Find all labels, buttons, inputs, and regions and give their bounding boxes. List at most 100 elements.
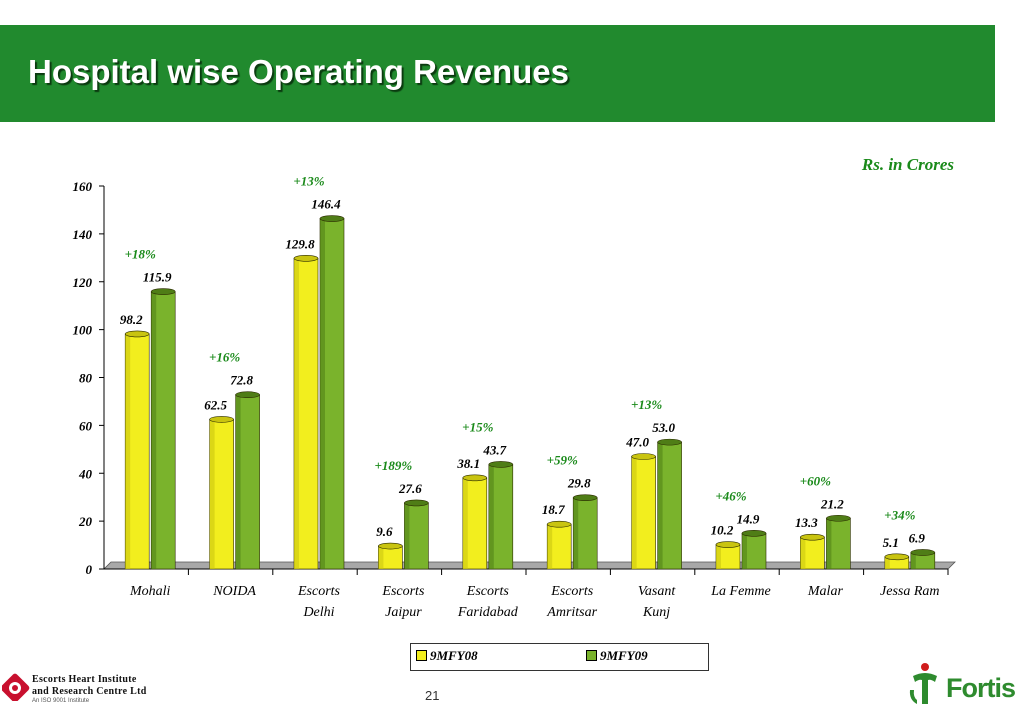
bar-9mfy08-top xyxy=(800,533,825,541)
y-tick-label: 140 xyxy=(73,227,93,242)
bar-9mfy09-shade xyxy=(151,291,157,569)
x-category-label: Escorts xyxy=(550,584,594,599)
bar-9mfy09-shade xyxy=(404,502,410,569)
data-label-9mfy09: 6.9 xyxy=(909,530,926,545)
y-tick-label: 20 xyxy=(78,514,93,529)
x-category-label: Kunj xyxy=(642,605,670,620)
legend-label-series-2: 9MFY09 xyxy=(600,648,648,663)
bar-9mfy09-shade xyxy=(320,218,325,569)
x-category-label: Escorts xyxy=(466,584,510,599)
data-label-9mfy09: 115.9 xyxy=(143,270,172,285)
bar-9mfy08-top xyxy=(462,474,488,482)
x-category-label: Escorts xyxy=(297,584,341,599)
fortis-logo: Fortis xyxy=(905,660,1023,708)
growth-label: +16% xyxy=(209,350,240,365)
growth-label: +60% xyxy=(800,473,831,488)
bar-9mfy08-shade xyxy=(125,333,131,569)
x-category-label: Amritsar xyxy=(546,605,597,620)
escorts-logo: Escorts Heart Institute and Research Cen… xyxy=(2,671,172,708)
x-category-label: NOIDA xyxy=(212,584,256,599)
bar-9mfy08-shade xyxy=(462,477,468,569)
bar-9mfy08-top xyxy=(546,520,572,528)
escorts-logo-line-3: An ISO 9001 Institute xyxy=(32,698,90,704)
growth-label: +18% xyxy=(125,247,156,262)
bar-9mfy08-shade xyxy=(884,556,890,569)
y-tick-label: 40 xyxy=(78,466,93,481)
bar-9mfy08-shade xyxy=(716,544,721,569)
escorts-logo-line-2: and Research Centre Ltd xyxy=(32,686,147,697)
bar-9mfy09-shade xyxy=(657,442,663,569)
fortis-figure-icon xyxy=(909,663,937,704)
y-tick-label: 80 xyxy=(79,371,93,386)
y-tick-label: 120 xyxy=(73,275,93,290)
bar-9mfy08-shade xyxy=(547,524,553,569)
data-label-9mfy08: 18.7 xyxy=(542,502,565,517)
heart-logo-icon xyxy=(2,673,30,701)
y-tick-label: 0 xyxy=(86,562,93,577)
bar-9mfy08-top xyxy=(884,553,910,561)
page-number: 21 xyxy=(425,688,440,703)
bar-9mfy09-shade xyxy=(826,518,832,569)
growth-label: +34% xyxy=(884,507,915,522)
bar-9mfy09-shade xyxy=(235,394,241,569)
growth-label: +59% xyxy=(547,453,578,468)
bar-9mfy09-top xyxy=(235,391,260,399)
legend-label-series-1: 9MFY08 xyxy=(430,648,478,663)
data-label-9mfy09: 27.6 xyxy=(398,481,422,496)
title-bar xyxy=(0,25,995,122)
bar-9mfy08-top xyxy=(209,416,234,423)
y-tick-label: 100 xyxy=(73,323,93,338)
escorts-logo-line-1: Escorts Heart Institute xyxy=(32,674,137,685)
growth-label: +189% xyxy=(375,458,413,473)
x-category-label: Jaipur xyxy=(385,605,422,620)
legend-item-series-2: 9MFY09 xyxy=(586,648,648,664)
data-label-9mfy08: 13.3 xyxy=(795,515,818,530)
bar-9mfy09-top xyxy=(741,530,767,537)
bar-9mfy08-top xyxy=(124,330,150,338)
bar-9mfy08-shade xyxy=(378,546,384,569)
y-tick-label: 60 xyxy=(79,418,93,433)
bar-9mfy09-top xyxy=(319,215,345,222)
y-tick-label: 160 xyxy=(73,179,93,194)
x-category-label: La Femme xyxy=(710,584,771,599)
data-label-9mfy08: 47.0 xyxy=(625,434,649,449)
legend-swatch-series-2 xyxy=(586,650,597,661)
bar-9mfy08-shade xyxy=(631,456,637,569)
data-label-9mfy09: 146.4 xyxy=(311,197,341,212)
bar-9mfy09-shade xyxy=(573,497,579,569)
bar-9mfy09-top xyxy=(404,499,429,507)
growth-label: +15% xyxy=(462,419,493,434)
legend-swatch-series-1 xyxy=(416,650,427,661)
units-note: Rs. in Crores xyxy=(861,155,954,174)
x-category-label: Malar xyxy=(807,584,844,599)
growth-label: +46% xyxy=(715,488,746,503)
data-label-9mfy08: 10.2 xyxy=(711,523,734,538)
bar-9mfy09-shade xyxy=(488,464,494,569)
legend-item-series-1: 9MFY08 xyxy=(416,648,478,664)
data-label-9mfy09: 43.7 xyxy=(482,442,506,457)
bar-9mfy08-top xyxy=(378,542,403,550)
data-label-9mfy09: 53.0 xyxy=(652,420,675,435)
growth-label: +13% xyxy=(631,397,662,412)
bar-9mfy09-top xyxy=(657,438,682,446)
x-category-label: Faridabad xyxy=(457,605,519,620)
x-category-label: Jessa Ram xyxy=(880,584,940,599)
data-label-9mfy08: 5.1 xyxy=(883,535,899,550)
bar-9mfy08-shade xyxy=(800,537,806,569)
x-category-label: Mohali xyxy=(129,584,171,599)
x-category-label: Vasant xyxy=(638,584,676,599)
bar-9mfy08-shade xyxy=(294,258,299,569)
data-label-9mfy09: 72.8 xyxy=(230,373,253,388)
bar-9mfy08-top xyxy=(631,453,656,460)
bar-9mfy08-shade xyxy=(209,419,215,569)
bar-9mfy09-shade xyxy=(910,552,916,569)
x-category-label: Escorts xyxy=(381,584,425,599)
bar-9mfy09-top xyxy=(910,549,936,556)
data-label-9mfy08: 38.1 xyxy=(456,456,480,471)
slide-title: Hospital wise Operating Revenues xyxy=(28,53,569,90)
data-label-9mfy09: 21.2 xyxy=(820,496,844,511)
data-label-9mfy08: 98.2 xyxy=(120,312,143,327)
growth-label: +13% xyxy=(293,174,324,189)
bar-9mfy09-top xyxy=(826,514,851,522)
